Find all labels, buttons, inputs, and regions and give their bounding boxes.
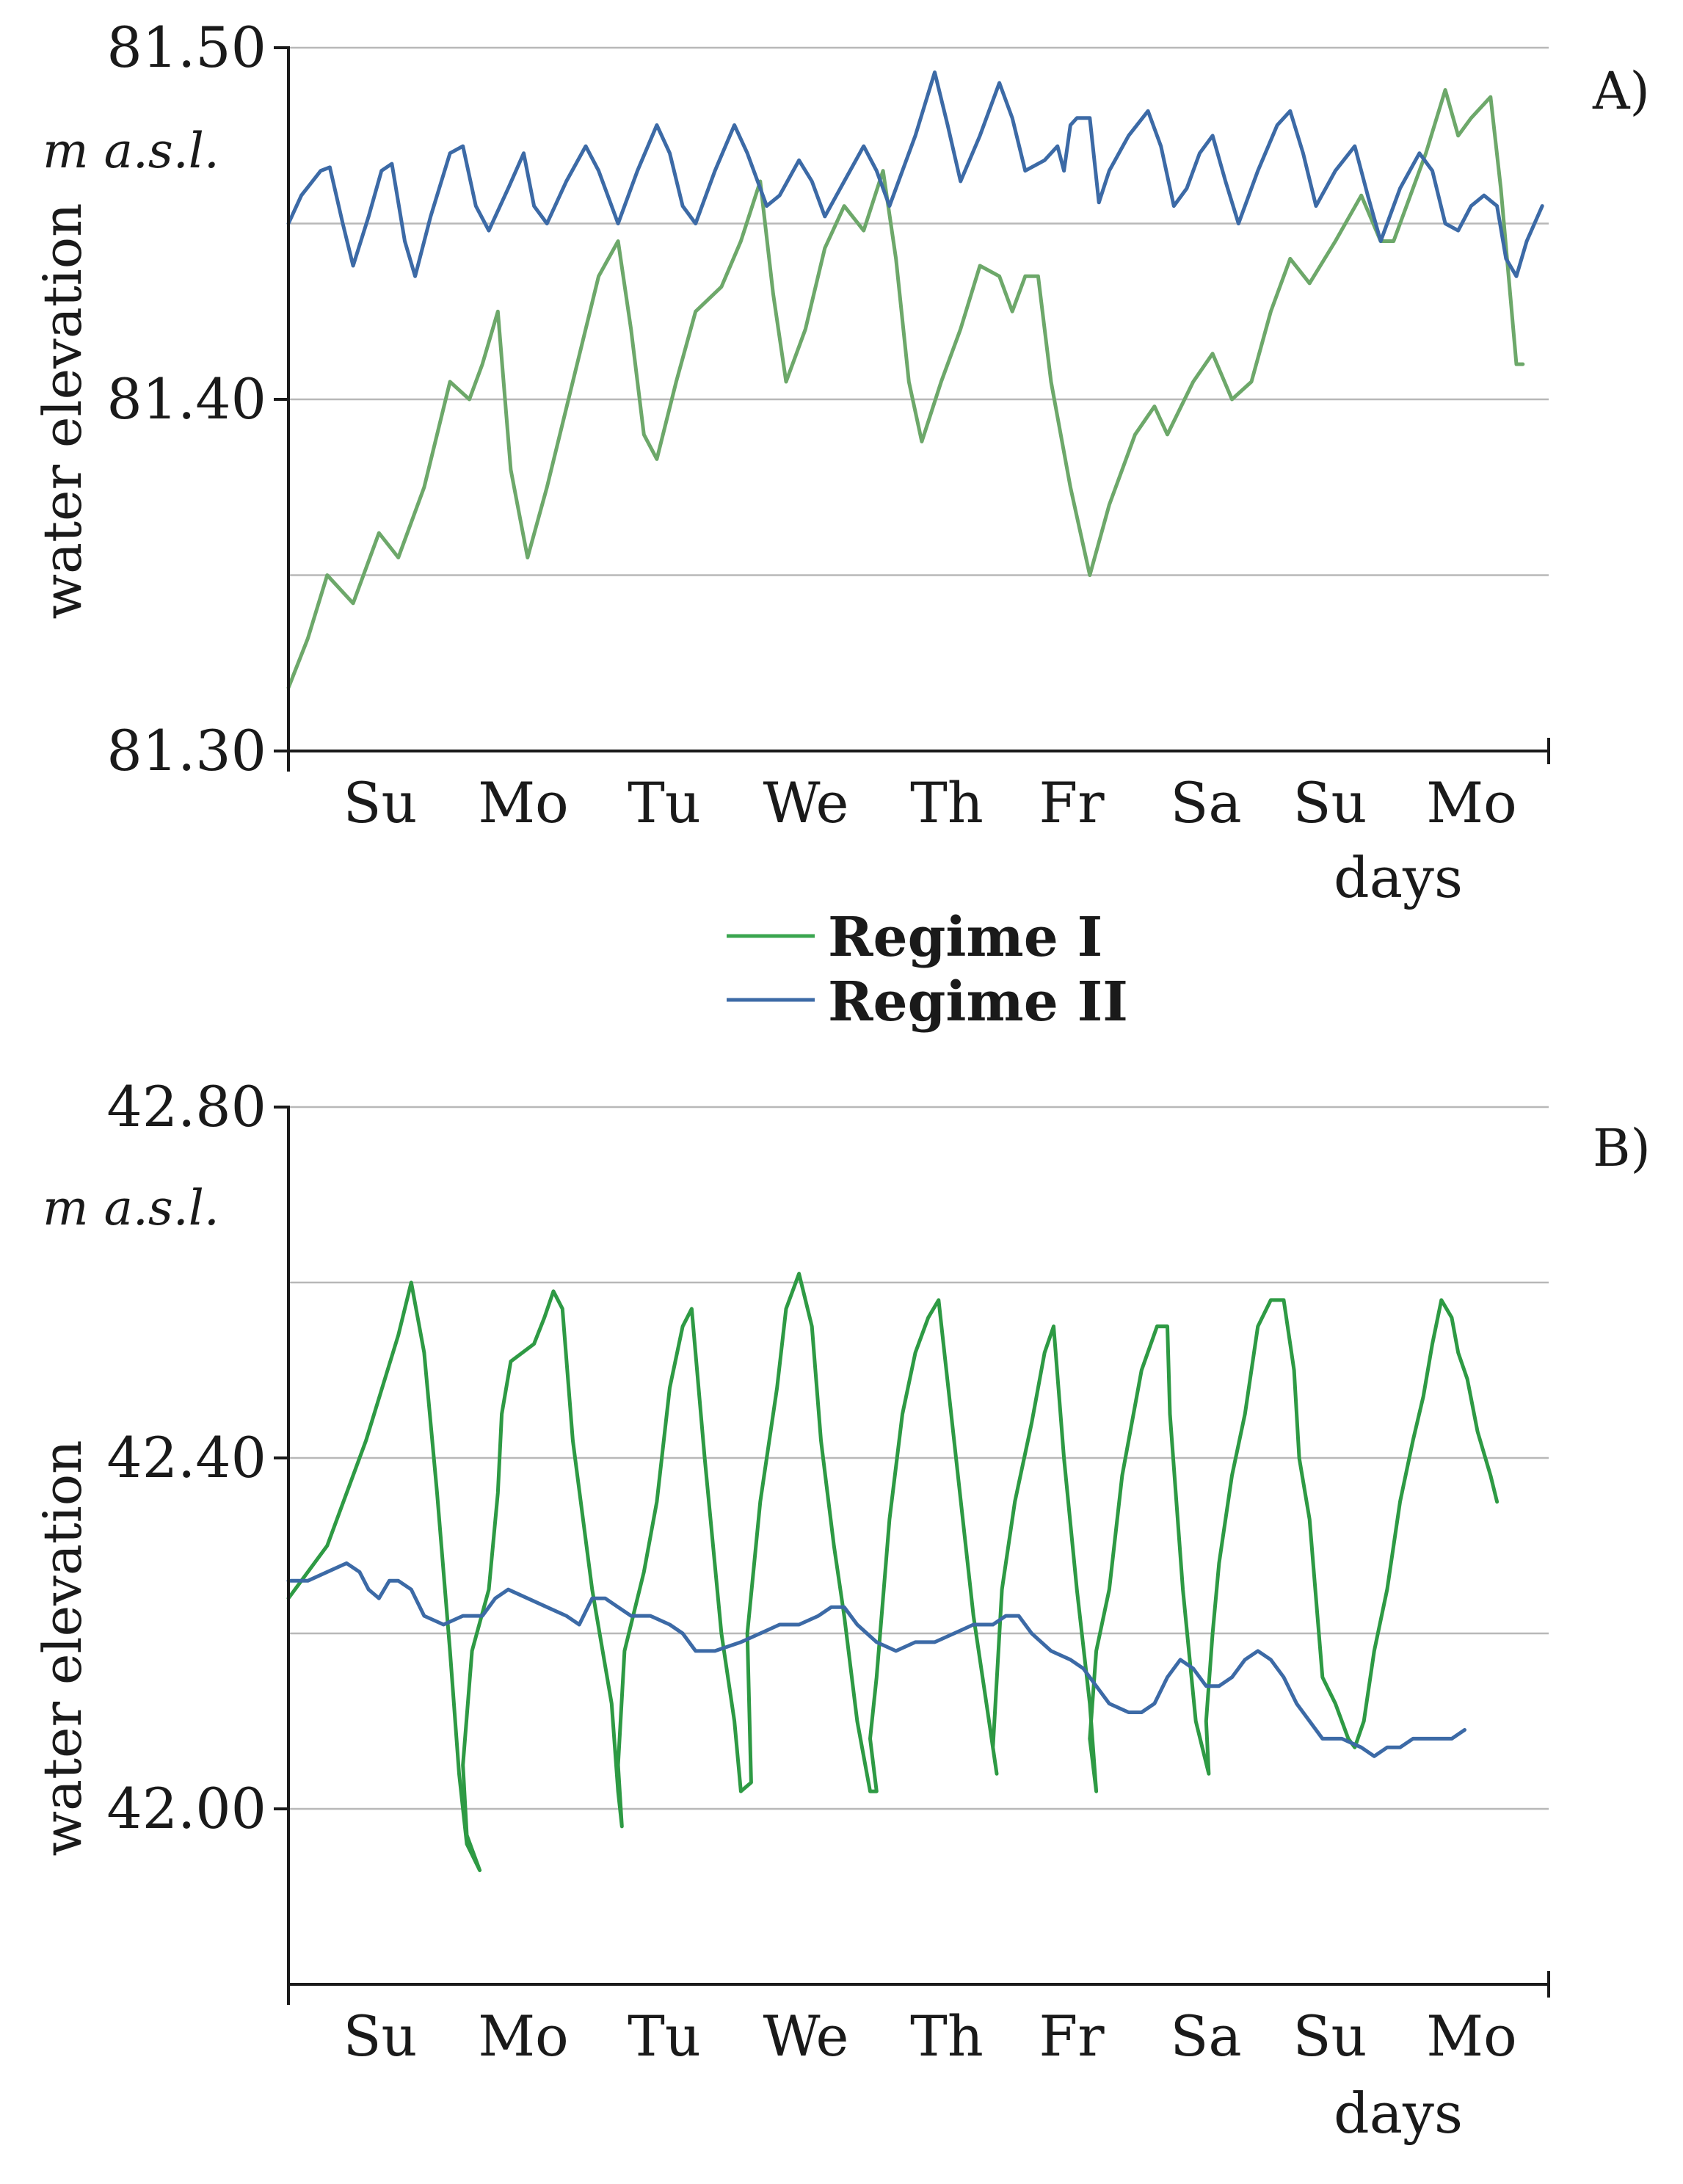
- x-day-label: Tu: [628, 770, 701, 835]
- x-day-label: Sa: [1170, 770, 1241, 835]
- x-day-label: Th: [910, 770, 984, 835]
- x-day-label: Mo: [478, 770, 569, 835]
- series-line-regime-2: [286, 1561, 1466, 1758]
- axes-b: [287, 1106, 1550, 2005]
- x-day-label: We: [763, 2003, 849, 2069]
- legend: Regime I Regime II: [727, 906, 1128, 1034]
- chart-panel-b: 42.00 42.40 42.80 Su Mo Tu We Th Fr Sa Su Mo B) m …: [32, 1074, 1651, 2146]
- y-ticks-a: 81.30 81.40 81.50: [106, 15, 288, 783]
- y-tick-label: 81.40: [106, 366, 266, 432]
- panel-label-b: B): [1593, 1118, 1651, 1178]
- x-axis-label-b: days: [1334, 2080, 1463, 2146]
- x-day-label: Mo: [478, 2003, 569, 2069]
- y-axis-label-b: water elevation: [32, 1440, 93, 1857]
- x-day-label: Sa: [1170, 2003, 1241, 2069]
- x-day-label: Mo: [1426, 2003, 1517, 2069]
- x-day-label: Fr: [1039, 770, 1105, 835]
- y-axis-label-a: water elevation: [32, 203, 93, 620]
- gridlines-b: [288, 1106, 1549, 1810]
- x-day-label: Mo: [1426, 770, 1517, 835]
- series-line-regime-2: [286, 70, 1544, 278]
- x-day-label: Tu: [628, 2003, 701, 2069]
- x-day-label: Su: [343, 770, 417, 835]
- legend-label-regime-1: Regime I: [828, 906, 1102, 969]
- legend-label-regime-2: Regime II: [828, 971, 1128, 1034]
- x-day-label: Th: [910, 2003, 984, 2069]
- series-line-regime-1: [286, 88, 1525, 690]
- x-day-labels-a: Su Mo Tu We Th Fr Sa Su Mo: [343, 770, 1516, 835]
- y-tick-label: 42.40: [106, 1425, 266, 1490]
- x-axis-label-a: days: [1334, 845, 1463, 910]
- y-tick-label: 81.50: [106, 15, 266, 80]
- x-day-label: Su: [1293, 2003, 1367, 2069]
- y-tick-label: 81.30: [106, 718, 266, 783]
- axes-a: [287, 46, 1550, 772]
- y-tick-label: 42.00: [106, 1776, 266, 1841]
- panel-label-a: A): [1592, 61, 1650, 121]
- x-day-label: Fr: [1039, 2003, 1105, 2069]
- series-line-regime-1: [286, 1271, 1500, 1873]
- x-day-label: Su: [1293, 770, 1367, 835]
- y-tick-label: 42.80: [106, 1074, 266, 1139]
- series-group-a: [286, 70, 1544, 690]
- x-day-labels-b: Su Mo Tu We Th Fr Sa Su Mo: [343, 2003, 1516, 2069]
- y-ticks-b: 42.00 42.40 42.80: [106, 1074, 288, 1841]
- unit-label-a: m a.s.l.: [43, 123, 219, 179]
- x-day-label: We: [763, 770, 849, 835]
- series-group-b: [286, 1271, 1500, 1873]
- gridlines-a: [288, 46, 1549, 576]
- x-day-label: Su: [343, 2003, 417, 2069]
- chart-panel-a: 81.30 81.40 81.50 Su Mo Tu We Th Fr Sa Su Mo A) m …: [32, 15, 1650, 910]
- unit-label-b: m a.s.l.: [43, 1180, 219, 1236]
